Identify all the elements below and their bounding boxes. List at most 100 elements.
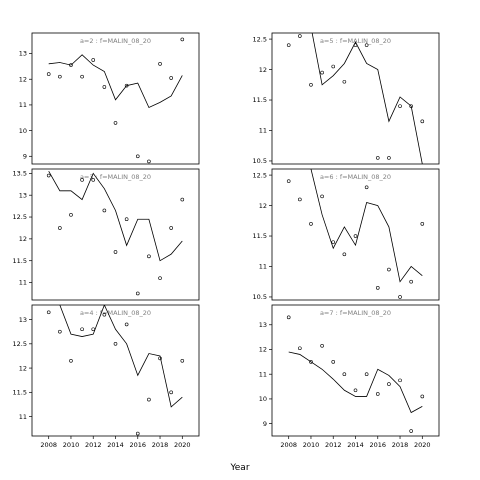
data-point	[69, 213, 73, 217]
data-point	[135, 291, 140, 296]
data-point	[375, 286, 380, 290]
data-point	[286, 179, 291, 183]
panel-a5: a=5 : f=MALIN_08_20 10.5 11 11.5 12 12.5	[253, 32, 440, 165]
x-tick-label: 2018	[152, 441, 169, 449]
x-tick-label: 2016	[129, 441, 146, 449]
data-point	[124, 322, 129, 327]
data-point	[309, 360, 313, 364]
y-tick-label: 11	[19, 279, 27, 287]
data-point	[320, 194, 324, 199]
x-tick-label: 2012	[325, 441, 342, 449]
panel-frame	[271, 32, 440, 165]
x-tick-label: 2014	[347, 441, 364, 449]
y-tick-label: 13	[259, 321, 267, 329]
panel-plot-area	[46, 37, 185, 164]
y-tick-label: 12.5	[13, 213, 27, 221]
data-point	[46, 173, 51, 178]
panel-a7: a=7 : f=MALIN_08_20 9 10 11 12 13 2008 2010 2012…	[259, 304, 440, 449]
x-tick-label: 2008	[280, 441, 297, 449]
data-point	[102, 208, 107, 213]
data-point	[342, 79, 347, 84]
series-line	[48, 170, 183, 262]
y-tick-label: 11.5	[253, 232, 267, 240]
data-point	[420, 119, 425, 124]
data-point	[91, 58, 96, 62]
data-point	[398, 104, 402, 108]
panel-strip-label: a=6 : f=MALIN_08_20	[320, 173, 391, 181]
x-tick-label: 2018	[392, 441, 409, 449]
data-point	[124, 83, 129, 88]
panel-a4: a=4 : f=MALIN_08_20 11 11.5 12 12.5 13 2008 201…	[13, 304, 200, 449]
data-point	[342, 372, 347, 377]
y-tick-label: 12	[19, 364, 27, 372]
series-line	[59, 305, 183, 408]
data-point	[409, 429, 413, 433]
y-tick-label: 13	[19, 50, 27, 58]
y-tick-label: 11	[259, 263, 267, 271]
panel-plot-area	[286, 169, 425, 299]
data-point	[387, 382, 391, 386]
data-point	[375, 156, 380, 160]
data-point	[102, 85, 107, 89]
data-point	[309, 82, 313, 87]
data-point	[113, 250, 118, 254]
data-point	[320, 343, 324, 348]
panel-a6: a=6 : f=MALIN_08_20 10.5 11 11.5 12 12.5	[253, 168, 440, 301]
data-point	[398, 295, 402, 299]
data-point	[58, 329, 62, 334]
data-point	[180, 197, 185, 202]
series-line	[48, 54, 183, 109]
y-tick-label: 9	[23, 152, 27, 160]
data-point	[113, 342, 118, 346]
data-point	[353, 43, 358, 47]
data-point	[69, 63, 73, 67]
data-point	[342, 252, 347, 257]
data-point	[298, 346, 302, 351]
data-point	[298, 34, 302, 38]
data-point	[69, 358, 73, 363]
data-point	[124, 217, 129, 222]
x-tick-label: 2012	[85, 441, 102, 449]
y-tick-label: 11	[259, 127, 267, 135]
y-tick-label: 11	[19, 101, 27, 109]
x-axis-title: Year	[229, 463, 249, 473]
y-tick-label: 11.5	[13, 389, 27, 397]
panel-a2: a=2 : f=MALIN_08_20 9 10 11 12 13	[19, 32, 200, 165]
data-point	[298, 197, 302, 202]
data-point	[91, 178, 96, 182]
y-tick-label: 10	[19, 127, 27, 135]
data-point	[309, 222, 313, 226]
series-line	[288, 351, 423, 414]
data-point	[409, 279, 413, 284]
data-point	[58, 226, 62, 230]
data-point	[364, 185, 369, 190]
panel-plot-area	[46, 305, 185, 436]
panel-plot-area	[286, 33, 425, 164]
data-point	[387, 156, 391, 160]
panel-frame	[31, 32, 200, 165]
data-point	[420, 394, 425, 399]
series-line	[311, 33, 423, 164]
y-tick-label: 12.5	[253, 35, 267, 43]
y-tick-label: 12	[19, 235, 27, 243]
data-point	[364, 43, 369, 47]
data-point	[375, 392, 380, 396]
x-tick-label: 2010	[303, 441, 320, 449]
data-point	[102, 312, 107, 317]
data-point	[147, 397, 151, 402]
panel-plot-area	[46, 170, 185, 296]
x-tick-label: 2020	[174, 441, 191, 449]
data-point	[180, 37, 185, 42]
panel-plot-area	[286, 315, 425, 433]
data-point	[353, 234, 358, 238]
data-point	[169, 226, 173, 230]
data-point	[46, 310, 51, 315]
data-point	[169, 76, 173, 80]
data-point	[135, 431, 140, 436]
data-point	[286, 315, 291, 320]
data-point	[80, 178, 84, 182]
y-tick-label: 12.5	[253, 171, 267, 179]
y-tick-label: 13	[19, 191, 27, 199]
